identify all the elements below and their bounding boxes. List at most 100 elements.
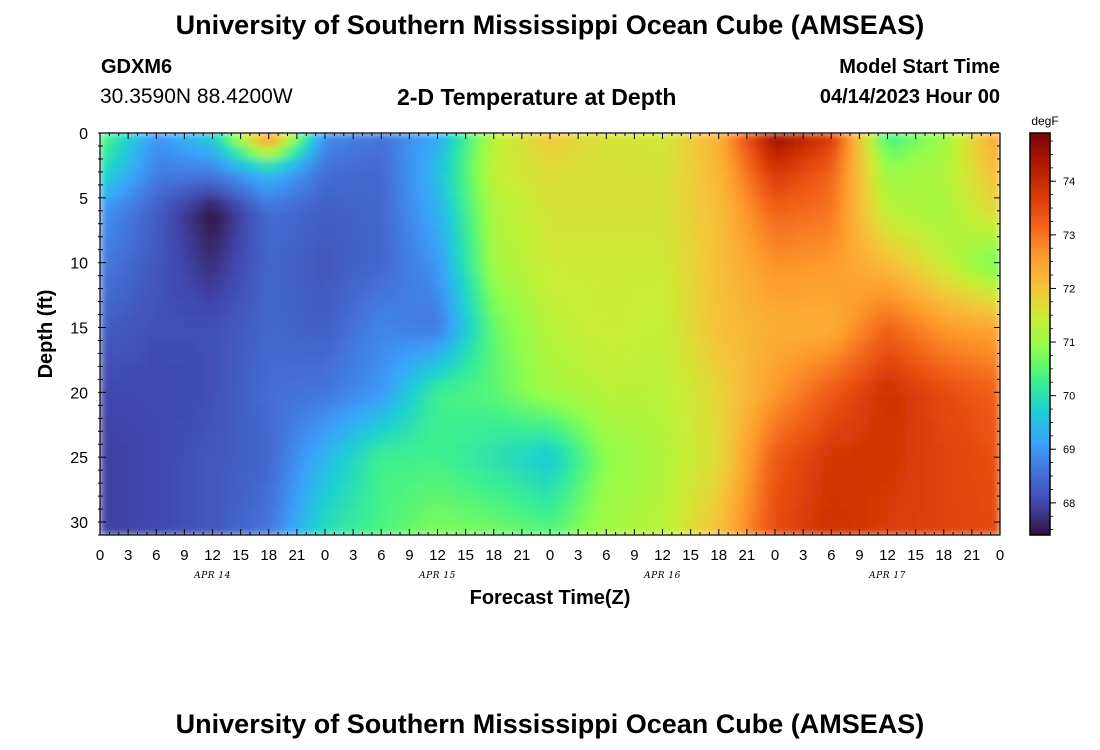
heatmap-cell	[465, 197, 476, 212]
heatmap-cell	[634, 418, 645, 432]
heatmap-cell	[512, 379, 523, 393]
heatmap-cell	[962, 444, 973, 458]
heatmap-cell	[709, 431, 720, 445]
heatmap-cell	[690, 249, 701, 264]
heatmap-cell	[278, 431, 289, 445]
heatmap-cell	[484, 340, 495, 355]
heatmap-cell	[287, 366, 298, 380]
heatmap-cell	[268, 197, 279, 212]
heatmap-cell	[878, 483, 889, 497]
heatmap-cell	[503, 431, 514, 445]
heatmap-cell	[446, 405, 457, 419]
heatmap-cell	[193, 392, 204, 406]
heatmap-cell	[315, 444, 326, 458]
heatmap-cell	[681, 444, 692, 458]
heatmap-cell	[221, 483, 232, 497]
heatmap-cell	[765, 327, 776, 342]
heatmap-cell	[371, 379, 382, 393]
heatmap-cell	[428, 158, 439, 173]
heatmap-cell	[296, 197, 307, 212]
heatmap-cell	[118, 522, 129, 535]
heatmap-cell	[878, 145, 889, 160]
heatmap-cell	[625, 444, 635, 458]
heatmap-cell	[137, 483, 148, 497]
heatmap-cell	[362, 197, 373, 212]
heatmap-cell	[793, 340, 804, 355]
heatmap-cell	[409, 314, 420, 329]
heatmap-cell	[428, 171, 439, 186]
heatmap-cell	[850, 470, 860, 484]
heatmap-cell	[287, 158, 298, 173]
heatmap-cell	[737, 314, 748, 329]
heatmap-cell	[193, 262, 204, 277]
heatmap-cell	[371, 314, 382, 329]
heatmap-cell	[943, 392, 954, 406]
heatmap-cell	[315, 275, 326, 290]
heatmap-cell	[156, 379, 167, 393]
heatmap-cell	[906, 483, 917, 497]
heatmap-cell	[662, 431, 673, 445]
heatmap-cell	[868, 509, 879, 523]
heatmap-cell	[503, 444, 514, 458]
heatmap-cell	[990, 197, 1000, 212]
heatmap-cell	[240, 444, 251, 458]
heatmap-cell	[175, 288, 185, 303]
heatmap-cell	[578, 145, 589, 160]
heatmap-cell	[503, 249, 514, 264]
heatmap-cell	[709, 301, 720, 316]
heatmap-cell	[671, 314, 682, 329]
heatmap-cell	[540, 158, 551, 173]
heatmap-cell	[887, 522, 898, 535]
heatmap-cell	[634, 133, 645, 147]
heatmap-cell	[634, 158, 645, 173]
heatmap-cell	[184, 171, 195, 186]
heatmap-cell	[259, 249, 270, 264]
heatmap-cell	[493, 509, 504, 523]
heatmap-cell	[728, 184, 739, 199]
heatmap-cell	[306, 223, 317, 238]
heatmap-cell	[212, 133, 223, 147]
heatmap-cell	[653, 405, 664, 419]
heatmap-cell	[550, 418, 560, 432]
heatmap-cell	[896, 418, 907, 432]
heatmap-cell	[137, 301, 148, 316]
heatmap-cell	[709, 444, 720, 458]
heatmap-cell	[803, 353, 814, 368]
heatmap-cell	[831, 158, 842, 173]
heatmap-cell	[990, 327, 1000, 342]
heatmap-cell	[475, 133, 485, 147]
heatmap-cell	[100, 483, 110, 497]
heatmap-cell	[775, 392, 785, 406]
heatmap-cell	[850, 223, 860, 238]
heatmap-cell	[521, 496, 532, 510]
model-start-label: Model Start Time	[839, 56, 1000, 78]
heatmap-cell	[925, 444, 935, 458]
heatmap-cell	[250, 483, 260, 497]
heatmap-cell	[990, 392, 1000, 406]
heatmap-cell	[803, 184, 814, 199]
heatmap-cell	[203, 275, 214, 290]
heatmap-cell	[615, 158, 626, 173]
heatmap-cell	[250, 457, 260, 471]
heatmap-cell	[803, 392, 814, 406]
heatmap-cell	[681, 184, 692, 199]
heatmap-cell	[212, 418, 223, 432]
heatmap-cell	[756, 288, 767, 303]
heatmap-cell	[709, 158, 720, 173]
heatmap-cell	[662, 197, 673, 212]
heatmap-cell	[259, 158, 270, 173]
heatmap-cell	[456, 353, 467, 368]
heatmap-cell	[165, 210, 176, 225]
heatmap-cell	[756, 171, 767, 186]
heatmap-cell	[475, 288, 485, 303]
heatmap-cell	[906, 158, 917, 173]
heatmap-cell	[934, 249, 945, 264]
heatmap-cell	[643, 483, 654, 497]
heatmap-cell	[578, 405, 589, 419]
heatmap-cell	[390, 145, 401, 160]
heatmap-cell	[709, 197, 720, 212]
heatmap-cell	[146, 483, 157, 497]
heatmap-cell	[362, 262, 373, 277]
heatmap-cell	[531, 314, 542, 329]
heatmap-cell	[746, 288, 757, 303]
